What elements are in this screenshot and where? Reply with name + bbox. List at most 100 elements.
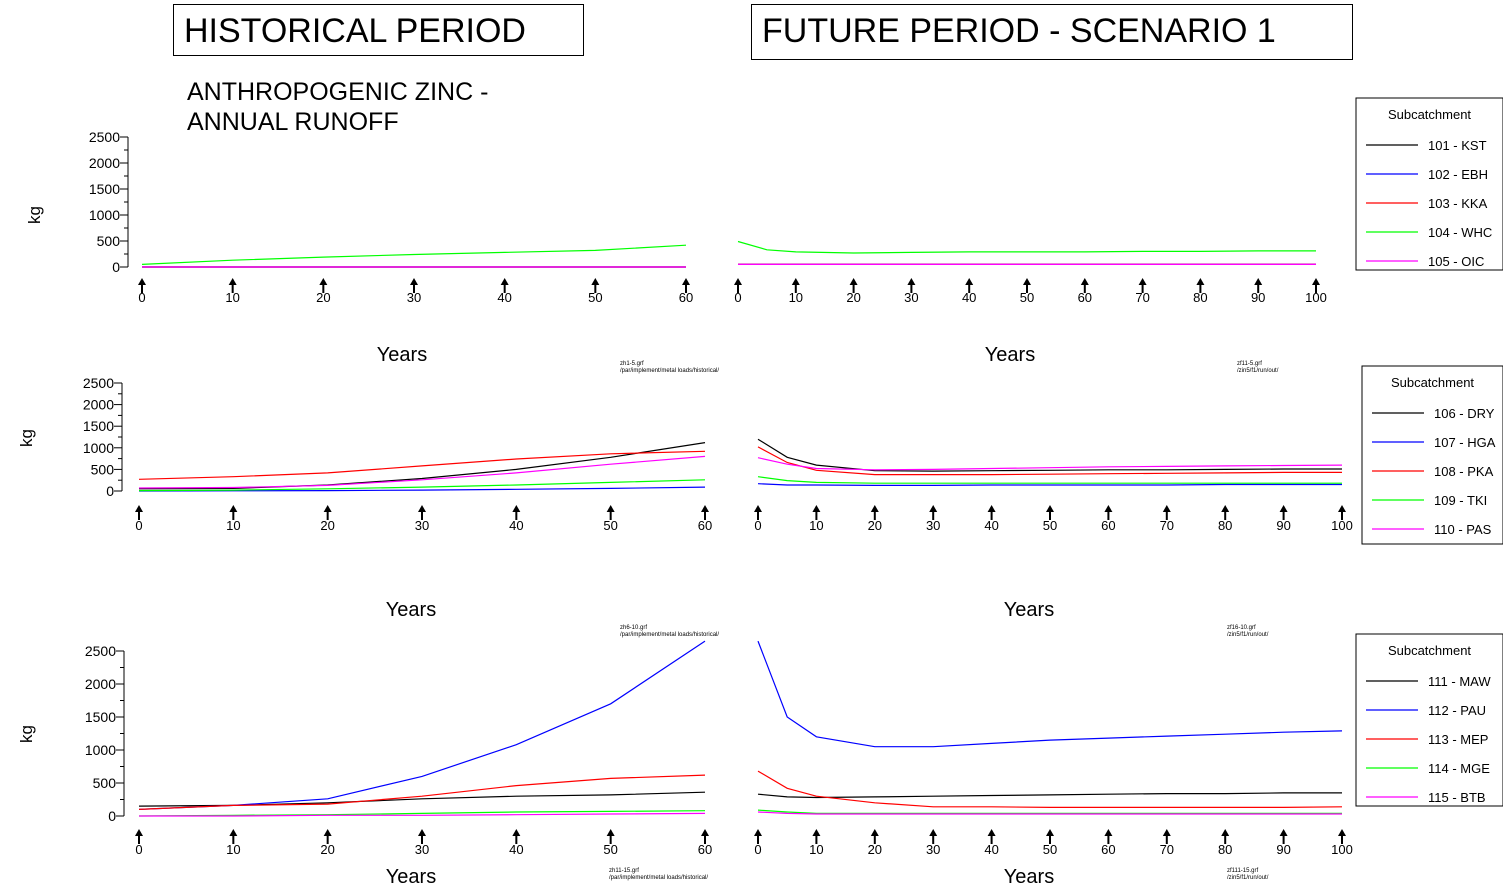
x-axis-label-historical-1: Years xyxy=(377,344,427,366)
x-tick-arrow-future-3-0-head xyxy=(754,829,762,836)
x-tick-arrow-future-2-1-head xyxy=(812,505,821,512)
x-tick-label-future-3-3: 30 xyxy=(926,842,940,857)
historical-period-title: HISTORICAL PERIOD xyxy=(173,4,584,56)
x-tick-arrow-future-2-9-head xyxy=(1279,505,1288,512)
y-tick-label-1-3: 1500 xyxy=(89,181,120,197)
legend-label-1-1: 102 - EBH xyxy=(1428,167,1488,182)
x-tick-arrow-future-1-5 xyxy=(1023,278,1031,293)
x-tick-arrow-future-2-5-head xyxy=(1046,505,1054,512)
x-tick-label-future-2-6: 60 xyxy=(1101,518,1115,533)
x-tick-arrow-future-2-10-head xyxy=(1338,505,1346,512)
x-tick-arrow-historical-2-3-head xyxy=(418,505,426,512)
x-axis-label-future-3: Years xyxy=(1004,866,1054,888)
x-tick-arrow-future-1-4 xyxy=(965,278,974,293)
y-tick-label-2-1: 500 xyxy=(91,461,115,477)
x-tick-label-future-3-9: 90 xyxy=(1276,842,1290,857)
series-line-future-2-3 xyxy=(757,476,1342,484)
series-line-future-3-3 xyxy=(757,809,1342,815)
series-line-historical-2-3 xyxy=(138,479,706,492)
legend-label-1-4: 105 - OIC xyxy=(1428,254,1484,269)
x-tick-label-future-1-8: 80 xyxy=(1193,290,1207,305)
x-tick-label-historical-1-5: 50 xyxy=(588,290,602,305)
x-tick-arrow-future-2-4-head xyxy=(987,505,996,512)
x-tick-label-historical-1-0: 0 xyxy=(138,290,145,305)
x-tick-arrow-future-3-2 xyxy=(870,829,879,844)
x-tick-label-future-1-1: 10 xyxy=(789,290,803,305)
x-axis-label-historical-2: Years xyxy=(386,599,436,621)
x-tick-arrow-future-3-8-head xyxy=(1221,829,1230,836)
file-note-line2-future-2: /zin5/f1/run/out/ xyxy=(1227,632,1269,638)
y-tick-label-3-5: 2500 xyxy=(85,643,116,659)
x-tick-arrow-future-1-7-head xyxy=(1138,278,1147,285)
file-note-line2-historical-3: /par/implement/metal loads/historical/ xyxy=(609,875,708,881)
x-tick-arrow-future-1-9-head xyxy=(1254,278,1263,285)
series-line-future-2-4 xyxy=(757,457,1343,471)
x-tick-arrow-future-2-2 xyxy=(870,505,879,520)
x-tick-arrow-future-1-8-head xyxy=(1196,278,1205,285)
x-tick-label-future-1-10: 100 xyxy=(1305,290,1327,305)
x-tick-arrow-future-3-4-head xyxy=(987,829,996,836)
x-tick-arrow-future-3-10-head xyxy=(1338,829,1346,836)
x-tick-label-future-3-1: 10 xyxy=(809,842,823,857)
legend-label-1-3: 104 - WHC xyxy=(1428,225,1492,240)
y-tick-label-3-1: 500 xyxy=(93,775,117,791)
y-tick-label-3-2: 1000 xyxy=(85,742,116,758)
y-axis-label-1: kg xyxy=(25,206,44,224)
x-tick-arrow-historical-2-6-head xyxy=(701,505,709,512)
y-axis-label-3: kg xyxy=(17,725,36,743)
series-line-future-3-4 xyxy=(757,811,1342,815)
x-tick-label-future-2-8: 80 xyxy=(1218,518,1232,533)
x-tick-arrow-future-1-3-head xyxy=(907,278,916,285)
x-tick-arrow-future-1-6-head xyxy=(1080,278,1089,285)
x-tick-arrow-future-3-8 xyxy=(1221,829,1230,844)
legend-label-3-0: 111 - MAW xyxy=(1428,674,1491,689)
series-line-future-2-1 xyxy=(757,483,1342,486)
x-tick-label-historical-1-2: 20 xyxy=(316,290,330,305)
x-tick-arrow-historical-1-1-head xyxy=(228,278,237,285)
x-tick-label-future-1-7: 70 xyxy=(1135,290,1149,305)
x-tick-arrow-future-3-7-head xyxy=(1162,829,1171,836)
chart-subtitle: ANTHROPOGENIC ZINC - ANNUAL RUNOFF xyxy=(187,77,488,137)
legend-1: Subcatchment 101 - KST 102 - EBH 103 - KKA 1… xyxy=(1355,97,1503,271)
legend-box-3 xyxy=(1355,633,1503,807)
x-tick-arrow-historical-1-1 xyxy=(228,278,237,293)
x-tick-arrow-future-1-0-head xyxy=(734,278,742,285)
x-tick-label-future-2-10: 100 xyxy=(1331,518,1353,533)
x-tick-arrow-future-1-4-head xyxy=(965,278,974,285)
x-tick-arrow-future-3-3-head xyxy=(929,829,938,836)
historical-panel-3: 0 10 20 30 40 50 60 Years zh11-15.grf/par/implem… xyxy=(135,640,712,888)
x-tick-arrow-historical-1-5-head xyxy=(591,278,600,285)
x-tick-arrow-historical-1-6 xyxy=(682,278,690,293)
series-line-historical-3-3 xyxy=(138,810,706,817)
x-tick-arrow-historical-2-2-head xyxy=(323,505,332,512)
y-axis-label-2: kg xyxy=(17,429,36,447)
y-tick-label-1-2: 1000 xyxy=(89,207,120,223)
x-tick-arrow-historical-1-6-head xyxy=(682,278,690,285)
future-period-title-text: FUTURE PERIOD - SCENARIO 1 xyxy=(762,12,1276,50)
x-tick-arrow-future-1-2-head xyxy=(849,278,858,285)
x-tick-label-future-3-0: 0 xyxy=(754,842,761,857)
x-tick-label-future-1-9: 90 xyxy=(1251,290,1265,305)
x-tick-arrow-future-3-5-head xyxy=(1046,829,1054,836)
x-tick-arrow-future-1-10-head xyxy=(1312,278,1320,285)
x-tick-arrow-historical-3-3-head xyxy=(418,829,426,836)
x-tick-arrow-future-1-10 xyxy=(1312,278,1320,293)
y-tick-label-3-0: 0 xyxy=(108,808,116,824)
x-tick-arrow-future-3-6-head xyxy=(1104,829,1113,836)
x-tick-label-historical-3-3: 30 xyxy=(415,842,429,857)
x-tick-label-historical-3-2: 20 xyxy=(320,842,334,857)
file-note-line2-historical-2: /par/implement/metal loads/historical/ xyxy=(620,632,719,638)
x-tick-arrow-future-2-8 xyxy=(1221,505,1230,520)
historical-panel-2: 0 10 20 30 40 50 60 Years zh6-10.grf/par/impleme… xyxy=(135,442,719,638)
x-tick-label-future-3-7: 70 xyxy=(1160,842,1174,857)
series-line-historical-2-2 xyxy=(138,450,706,480)
x-tick-arrow-historical-2-3 xyxy=(418,505,426,520)
x-tick-arrow-future-3-10 xyxy=(1338,829,1346,844)
legend-2: Subcatchment 106 - DRY 107 - HGA 108 - PKA 1… xyxy=(1361,365,1503,545)
x-tick-arrow-future-3-9 xyxy=(1279,829,1288,844)
x-tick-arrow-historical-3-5 xyxy=(606,829,615,844)
x-tick-arrow-historical-1-0-head xyxy=(138,278,146,285)
series-line-future-2-0 xyxy=(757,438,1342,472)
